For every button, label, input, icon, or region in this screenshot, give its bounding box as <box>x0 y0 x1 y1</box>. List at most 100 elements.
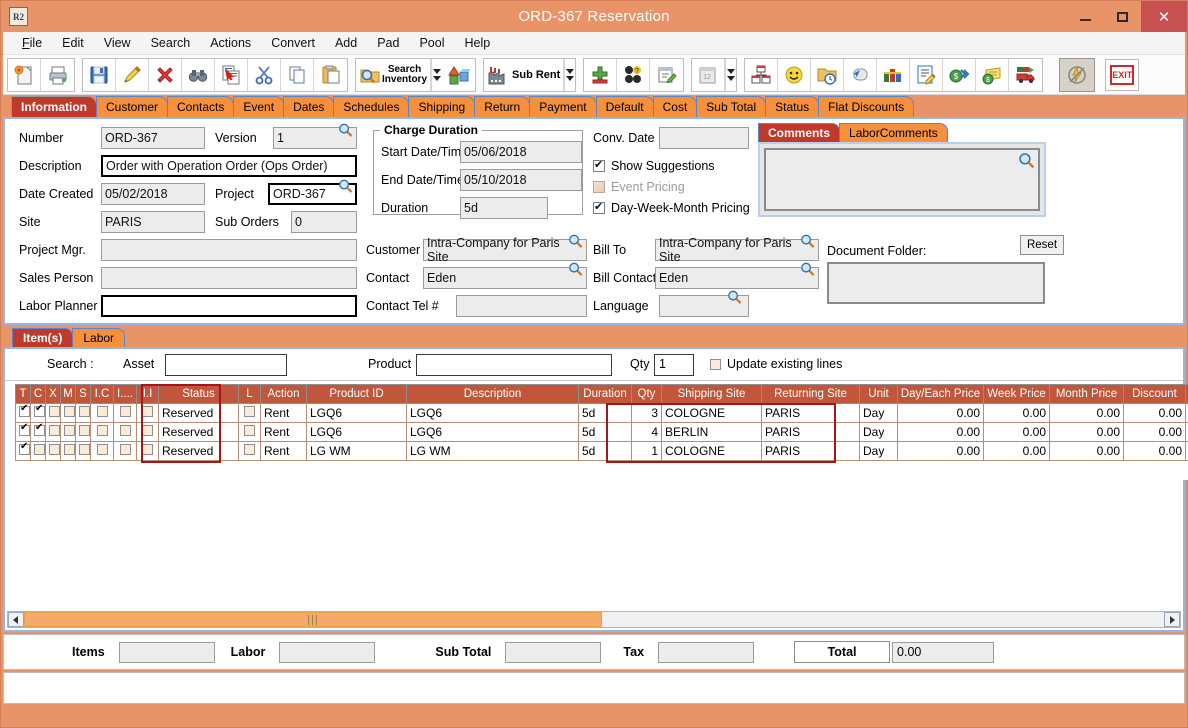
tab-flat-discounts[interactable]: Flat Discounts <box>818 96 915 117</box>
cell-checkbox-l[interactable] <box>238 422 261 442</box>
menu-item-file[interactable]: FFileile <box>22 36 43 50</box>
unchecked-checkbox-icon[interactable] <box>64 406 75 417</box>
edit-pencil-icon[interactable] <box>116 58 149 91</box>
product-input[interactable] <box>416 354 612 376</box>
unchecked-checkbox-icon[interactable] <box>244 406 255 417</box>
col-description[interactable]: Description <box>406 384 579 404</box>
col-c[interactable]: C <box>30 384 46 404</box>
cell-checkbox-t[interactable] <box>15 441 31 461</box>
cell-discount[interactable]: 0.00 <box>1123 403 1186 423</box>
document-arrow-icon[interactable] <box>215 58 248 91</box>
cell-day-each-price[interactable]: 0.00 <box>897 422 984 442</box>
contact-tel-field[interactable] <box>456 295 587 317</box>
tab-information[interactable]: Information <box>11 96 97 117</box>
minimize-icon[interactable] <box>1067 1 1104 32</box>
qty-input[interactable]: 1 <box>654 354 694 376</box>
new-document-icon[interactable] <box>8 58 41 91</box>
update-existing-lines-row[interactable]: Update existing lines <box>710 357 842 371</box>
lightning-disabled-icon[interactable] <box>1059 57 1096 92</box>
database-icon[interactable] <box>877 58 911 91</box>
unchecked-checkbox-icon[interactable] <box>79 425 90 436</box>
cell-checkbox-c[interactable] <box>30 403 46 423</box>
tab-default[interactable]: Default <box>595 96 654 117</box>
menu-item-edit[interactable]: Edit <box>62 36 84 50</box>
search-inventory-icon[interactable]: Search Inventory <box>356 58 432 91</box>
cell-status[interactable]: Reserved <box>158 403 239 423</box>
col-l[interactable]: L <box>238 384 261 404</box>
truck-delivery-icon[interactable] <box>1009 59 1042 91</box>
bill-to-search-icon[interactable] <box>800 234 815 249</box>
checked-checkbox-icon[interactable] <box>19 424 30 436</box>
document-folder-field[interactable] <box>827 262 1045 304</box>
show-suggestions-checkbox[interactable] <box>593 158 605 172</box>
col-t[interactable]: T <box>15 384 31 404</box>
cell-action[interactable]: Rent <box>260 422 307 442</box>
project-mgr-field[interactable] <box>101 239 357 261</box>
cell-checkbox-ic[interactable] <box>90 403 114 423</box>
cell-checkbox-t[interactable] <box>15 403 31 423</box>
cell-checkbox-i4[interactable] <box>113 403 137 423</box>
col-action[interactable]: Action <box>260 384 307 404</box>
exit-icon[interactable]: EXIT <box>1105 58 1140 91</box>
3d-shapes-icon[interactable] <box>442 59 475 91</box>
bill-contact-search-icon[interactable] <box>800 262 815 277</box>
cell-week-price[interactable]: 0.00 <box>983 403 1050 423</box>
unchecked-checkbox-icon[interactable] <box>96 444 108 455</box>
unchecked-checkbox-icon[interactable] <box>96 425 108 436</box>
cell-qty[interactable]: 3 <box>631 403 662 423</box>
table-row[interactable]: ReservedRentLGQ6LGQ65d4BERLINPARISDay0.0… <box>15 422 1188 442</box>
asset-input[interactable] <box>165 354 287 376</box>
cell-duration[interactable]: 5d <box>578 422 632 442</box>
menu-item-convert[interactable]: Convert <box>271 36 315 50</box>
table-row[interactable]: ReservedRentLGQ6LGQ65d3COLOGNEPARISDay0.… <box>15 403 1188 423</box>
unchecked-checkbox-icon[interactable] <box>64 444 75 455</box>
tab-labor[interactable]: Labor <box>72 328 126 347</box>
cell-discount[interactable]: 0.00 <box>1123 441 1186 461</box>
cell-product-id[interactable]: LGQ6 <box>306 403 407 423</box>
money-transfer-icon[interactable]: $ <box>943 58 977 91</box>
start-date-field[interactable]: 05/06/2018 <box>460 141 582 163</box>
cell-week-price[interactable]: 0.00 <box>983 422 1050 442</box>
col-product-id[interactable]: Product ID <box>306 384 407 404</box>
col-week-price[interactable]: Week Price <box>983 384 1050 404</box>
cell-checkbox-t[interactable] <box>15 422 31 442</box>
tab-shipping[interactable]: Shipping <box>408 96 476 117</box>
print-icon[interactable] <box>41 59 74 91</box>
labor-planner-field[interactable] <box>101 295 357 317</box>
menu-item-actions[interactable]: Actions <box>210 36 252 50</box>
unchecked-checkbox-icon[interactable] <box>244 444 255 455</box>
col-i4[interactable]: I.... <box>113 384 137 404</box>
checked-checkbox-icon[interactable] <box>34 405 45 417</box>
unchecked-checkbox-icon[interactable] <box>34 444 45 455</box>
tab-contacts[interactable]: Contacts <box>167 96 235 117</box>
tab-payment[interactable]: Payment <box>529 96 597 117</box>
cell-action[interactable]: Rent <box>260 441 307 461</box>
menu-item-help[interactable]: Help <box>464 36 491 50</box>
tab-cost[interactable]: Cost <box>652 96 698 117</box>
tab-dates[interactable]: Dates <box>283 96 335 117</box>
cell-checkbox-l[interactable] <box>238 403 261 423</box>
col-ii[interactable]: I.I <box>136 384 159 404</box>
cell-month-price[interactable]: 0.00 <box>1049 441 1124 461</box>
col-unit[interactable]: Unit <box>859 384 898 404</box>
checked-checkbox-icon[interactable] <box>19 405 30 417</box>
tab-sub-total[interactable]: Sub Total <box>696 96 767 117</box>
tab-customer[interactable]: Customer <box>96 96 169 117</box>
cell-shipping-site[interactable]: COLOGNE <box>661 441 762 461</box>
cell-duration[interactable]: 5d <box>578 441 632 461</box>
site-field[interactable]: PARIS <box>101 211 205 233</box>
reset-button[interactable]: Reset <box>1020 235 1064 255</box>
unchecked-checkbox-icon[interactable] <box>119 425 131 436</box>
items-horizontal-scrollbar[interactable]: ||| <box>7 611 1181 628</box>
unchecked-checkbox-icon[interactable] <box>119 444 131 455</box>
mouse-icon[interactable] <box>844 58 878 91</box>
cell-checkbox-m[interactable] <box>60 403 76 423</box>
cell-week-price[interactable]: 0.00 <box>983 441 1050 461</box>
cell-unit[interactable]: Day <box>859 403 898 423</box>
version-field[interactable]: 1 <box>273 127 357 149</box>
conv-date-field[interactable] <box>659 127 749 149</box>
comments-box[interactable] <box>758 142 1046 217</box>
cell-checkbox-ii[interactable] <box>136 441 159 461</box>
cell-checkbox-ii[interactable] <box>136 422 159 442</box>
